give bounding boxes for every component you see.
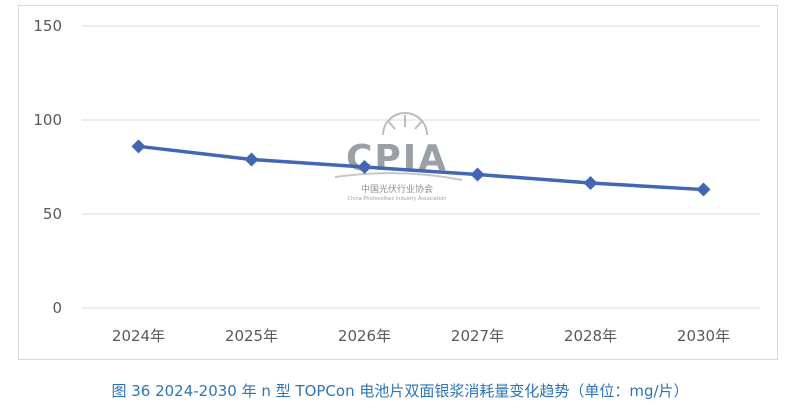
- x-tick-label: 2026年: [338, 327, 391, 345]
- series-line: [138, 144, 704, 192]
- data-point-marker: [583, 175, 598, 190]
- watermark-swoosh: [334, 172, 463, 181]
- sun-rays-icon: [382, 112, 428, 136]
- x-tick-label: 2024年: [112, 327, 165, 345]
- y-tick-label: 50: [43, 205, 62, 223]
- cpia-watermark: CPIA 中国光伏行业协会 China Photovoltaic Industr…: [334, 112, 463, 202]
- figure-caption: 图 36 2024-2030 年 n 型 TOPCon 电池片双面银浆消耗量变化…: [111, 382, 689, 400]
- data-markers: [131, 139, 711, 197]
- y-tick-label: 100: [33, 111, 62, 129]
- watermark-en-name: China Photovoltaic Industry Association: [348, 196, 447, 202]
- watermark-cn-name: 中国光伏行业协会: [361, 183, 433, 195]
- x-tick-label: 2027年: [451, 327, 504, 345]
- chart-frame: [18, 5, 778, 360]
- data-point-marker: [470, 167, 485, 182]
- y-tick-label: 0: [52, 299, 62, 317]
- x-tick-label: 2028年: [564, 327, 617, 345]
- data-point-marker: [244, 152, 259, 167]
- x-axis-ticks: 2024年 2025年 2026年 2027年 2028年 2030年: [112, 327, 730, 345]
- data-point-marker: [357, 160, 372, 174]
- x-tick-label: 2025年: [225, 327, 278, 345]
- y-axis-ticks: 0 50 100 150: [33, 17, 62, 317]
- data-point-marker: [131, 139, 146, 154]
- y-tick-label: 150: [33, 17, 62, 35]
- x-tick-label: 2030年: [677, 327, 730, 345]
- data-point-marker: [696, 182, 711, 197]
